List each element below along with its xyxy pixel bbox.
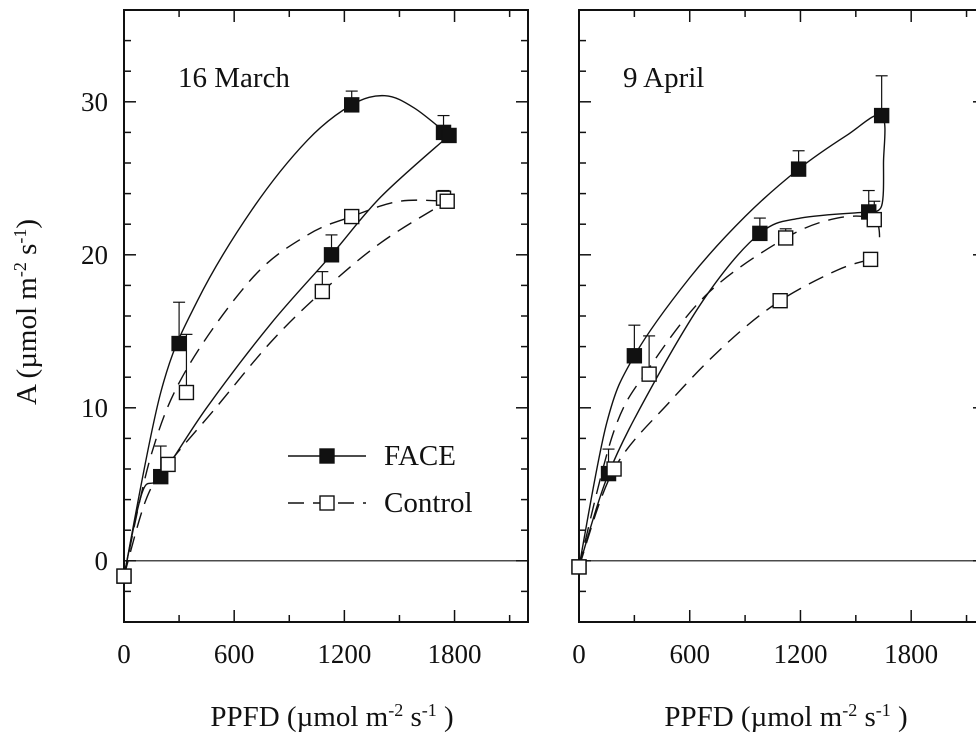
face-point	[441, 127, 457, 144]
face-curve	[578, 211, 869, 568]
control-curve	[123, 199, 448, 577]
control-point	[606, 461, 622, 477]
legend-marker-face	[319, 448, 335, 464]
y-tick-label: 20	[81, 240, 108, 270]
control-point	[866, 211, 882, 228]
legend-label-face: FACE	[384, 440, 456, 472]
face-point	[752, 225, 768, 242]
face-point	[344, 97, 360, 113]
x-tick-label: 600	[669, 639, 710, 669]
x-axis-title: PPFD (µmol m-2 s-1 )	[664, 700, 907, 733]
control-curve	[123, 200, 448, 577]
y-axis-title: A (µmol m-2 s-1)	[10, 219, 43, 405]
control-point	[571, 559, 587, 575]
x-axis-title: PPFD (µmol m-2 s-1 )	[210, 700, 453, 733]
x-tick-label: 600	[214, 639, 255, 669]
control-point	[641, 366, 657, 382]
plot-frame	[123, 9, 529, 623]
face-curve	[123, 134, 450, 577]
control-point	[160, 456, 176, 473]
panel-1: 0 600 1200 1800 0 10 20 30 16 March PPFD (µmol m-…	[81, 9, 529, 733]
face-point	[790, 161, 807, 177]
control-point	[344, 208, 360, 225]
y-tick-label: 0	[95, 546, 109, 576]
x-tick-label: 0	[572, 639, 586, 669]
face-point	[323, 247, 340, 263]
y-tick-label: 30	[81, 87, 108, 117]
panel-label: 16 March	[178, 62, 290, 94]
control-curve	[578, 258, 871, 568]
x-tick-label: 1200	[317, 639, 371, 669]
control-point	[116, 568, 132, 584]
control-point	[439, 193, 455, 209]
legend-marker-control	[319, 495, 335, 511]
plot-frame	[578, 9, 976, 623]
control-point	[772, 293, 788, 309]
control-point	[862, 251, 879, 268]
control-point	[178, 384, 195, 401]
y-tick-label: 10	[81, 393, 108, 423]
panel-2: 0 600 1200 1800 9 April PPFD (µmol m-2 s-1 )	[571, 9, 976, 733]
x-tick-label: 1800	[884, 639, 938, 669]
panel-label: 9 April	[623, 62, 704, 94]
face-curve	[578, 114, 886, 568]
control-curve	[578, 215, 881, 568]
face-point	[626, 348, 643, 364]
x-tick-label: 1200	[773, 639, 827, 669]
x-tick-label: 0	[117, 639, 131, 669]
face-point	[171, 335, 187, 352]
legend-label-control: Control	[384, 487, 473, 519]
control-point	[777, 230, 794, 246]
face-curve	[123, 94, 450, 577]
x-tick-label: 1800	[428, 639, 482, 669]
control-point	[314, 283, 331, 300]
face-point	[873, 107, 890, 124]
